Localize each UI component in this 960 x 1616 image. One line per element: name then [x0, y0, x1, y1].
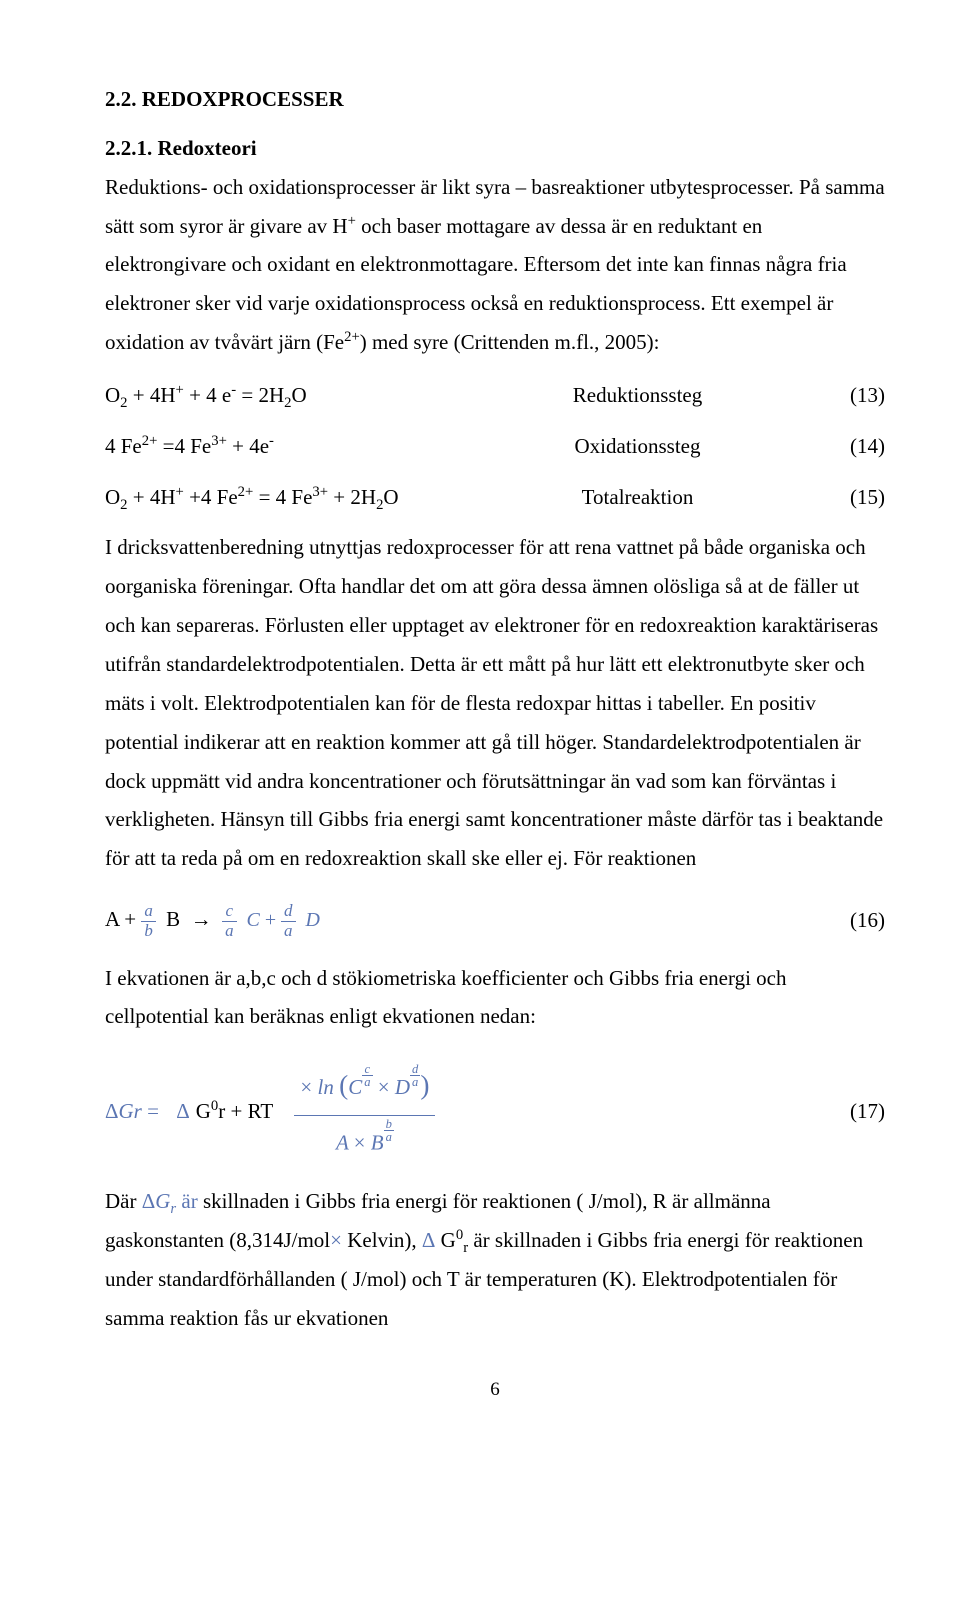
equation-17: ΔGr = Δ G0r + RT × ln (Cca × Dda) A × Bb…	[105, 1058, 885, 1164]
page-number: 6	[105, 1372, 885, 1407]
eq14-lhs: 4 Fe2+ =4 Fe3+ + 4e-	[105, 427, 425, 466]
paragraph-eq16-follow: I ekvationen är a,b,c och d stökiometris…	[105, 959, 885, 1037]
times-icon: ×	[330, 1228, 342, 1252]
equation-14: 4 Fe2+ =4 Fe3+ + 4e- Oxidationssteg (14)	[105, 427, 885, 466]
paragraph-body: I dricksvattenberedning utnyttjas redoxp…	[105, 528, 885, 878]
eq16-number: (16)	[850, 901, 885, 940]
subsection-heading: 2.2.1. Redoxteori	[105, 129, 885, 168]
equation-16: A + ab B → ca C + da D (16)	[105, 900, 885, 941]
equation-13: O2 + 4H+ + 4 e- = 2H2O Reduktionssteg (1…	[105, 376, 885, 415]
section-heading: 2.2. REDOXPROCESSER	[105, 80, 885, 119]
eq17-number: (17)	[850, 1092, 885, 1131]
frac-b-over-a: ab	[141, 909, 160, 931]
eq15-label: Totalreaktion	[582, 478, 694, 517]
eq16-lhs: A + ab B → ca C + da D	[105, 900, 850, 941]
sup-2plus: 2+	[344, 329, 360, 345]
eq17-fraction: × ln (Cca × Dda) A × Bba	[290, 1058, 439, 1164]
sup-plus: +	[348, 213, 356, 229]
paragraph-final: Där ΔGr är skillnaden i Gibbs fria energ…	[105, 1182, 885, 1337]
delta-gr-eq: ΔGr =	[105, 1092, 159, 1131]
eq15-number: (15)	[850, 478, 885, 517]
eq17-lhs: ΔGr = Δ G0r + RT × ln (Cca × Dda) A × Bb…	[105, 1058, 439, 1164]
paragraph-intro: Reduktions- och oxidationsprocesser är l…	[105, 168, 885, 362]
para4-c: Kelvin),	[342, 1228, 422, 1252]
delta-symbol: Δ	[176, 1092, 190, 1131]
eq14-label: Oxidationssteg	[575, 427, 701, 466]
r-label: r	[218, 1099, 225, 1123]
g0r-text: G0r + RT	[196, 1092, 273, 1131]
frac-c-over-a: ca C + da D	[222, 909, 320, 931]
eq13-lhs: O2 + 4H+ + 4 e- = 2H2O	[105, 376, 425, 415]
equation-15: O2 + 4H+ +4 Fe2+ = 4 Fe3+ + 2H2O Totalre…	[105, 478, 885, 517]
delta-symbol-2: Δ	[422, 1228, 436, 1252]
para4-a: Där	[105, 1189, 142, 1213]
eq14-number: (14)	[850, 427, 885, 466]
eq15-lhs: O2 + 4H+ +4 Fe2+ = 4 Fe3+ + 2H2O	[105, 478, 425, 517]
page-content: 2.2. REDOXPROCESSER 2.2.1. Redoxteori Re…	[105, 80, 885, 1407]
eq13-label: Reduktionssteg	[573, 376, 703, 415]
eq13-number: (13)	[850, 376, 885, 415]
delta-gr-ar: ΔGr är	[142, 1189, 198, 1213]
para1-c: ) med syre (Crittenden m.fl., 2005):	[360, 330, 660, 354]
g-label: G	[196, 1099, 211, 1123]
